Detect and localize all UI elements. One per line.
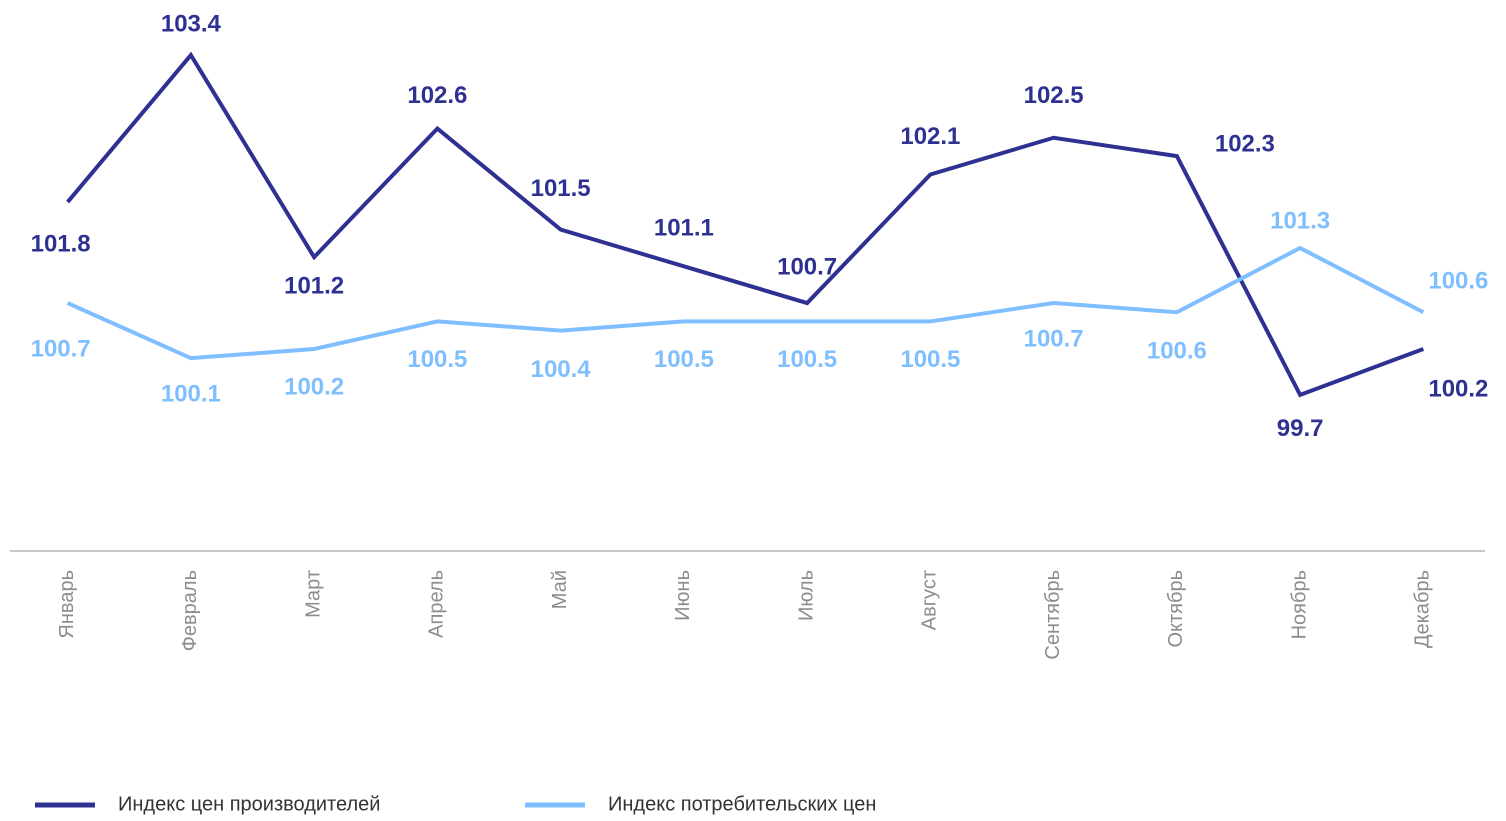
data-label: 102.6 [407,82,467,109]
x-tick-label: Декабрь [1412,570,1434,648]
data-label: 101.2 [284,272,344,299]
data-label: 102.5 [1024,82,1084,109]
data-label: 100.6 [1428,268,1488,295]
data-label: 100.7 [31,335,91,362]
x-tick-label: Май [549,570,571,609]
data-label: 103.4 [161,10,222,37]
x-tick-label: Февраль [179,570,201,651]
data-label: 100.2 [284,373,344,400]
x-tick-label: Апрель [426,570,448,638]
x-tick-label: Июнь [672,570,694,621]
series-line [66,51,1425,398]
data-label: 102.3 [1215,130,1275,157]
data-label: 100.6 [1147,338,1207,365]
series-line [66,245,1425,361]
legend-label: Индекс цен производителей [118,793,380,815]
data-label: 100.5 [777,346,837,373]
data-label: 102.1 [900,123,960,150]
data-label: 100.7 [777,253,837,280]
data-label: 100.4 [531,356,592,383]
legend-label: Индекс потребительских цен [608,793,876,815]
data-label: 101.5 [531,175,591,202]
data-label: 100.2 [1428,375,1488,402]
data-label: 100.5 [654,346,714,373]
x-tick-label: Март [302,570,324,618]
data-label: 99.7 [1277,415,1324,442]
x-tick-label: Июль [795,570,817,621]
data-label: 100.1 [161,380,221,407]
x-tick-label: Январь [56,570,78,639]
x-tick-label: Сентябрь [1042,570,1064,660]
data-label: 101.1 [654,215,714,242]
x-tick-label: Ноябрь [1288,570,1310,639]
x-tick-label: Октябрь [1165,570,1187,648]
data-label: 100.7 [1024,325,1084,352]
data-label: 100.5 [900,346,960,373]
data-label: 100.5 [407,346,467,373]
data-label: 101.8 [31,230,91,257]
x-tick-label: Август [919,570,941,630]
data-label: 101.3 [1270,207,1330,234]
